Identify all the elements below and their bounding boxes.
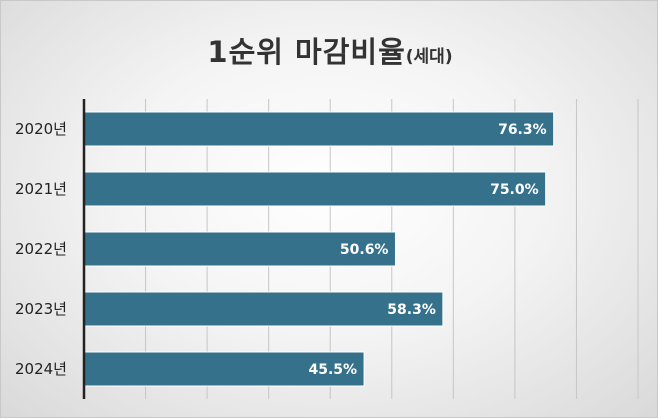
bar [83, 351, 365, 387]
bar [83, 231, 396, 267]
y-tick-label: 2020년 [15, 120, 67, 138]
chart-title: 1순위 마감비율(세대) [1, 29, 658, 71]
bar [83, 291, 444, 327]
data-label: 45.5% [308, 362, 357, 378]
y-tick-label: 2021년 [15, 180, 67, 198]
data-label: 75.0% [490, 182, 539, 198]
y-tick-label: 2023년 [15, 300, 67, 318]
bar [83, 111, 555, 147]
y-tick-label: 2024년 [15, 360, 67, 378]
data-label: 58.3% [387, 302, 436, 318]
data-label: 50.6% [340, 242, 389, 258]
y-tick-label: 2022년 [15, 240, 67, 258]
chart-title-main: 1순위 마감비율 [207, 35, 406, 69]
chart-title-unit: (세대) [405, 47, 453, 67]
bar [83, 171, 547, 207]
data-label: 76.3% [498, 122, 547, 138]
